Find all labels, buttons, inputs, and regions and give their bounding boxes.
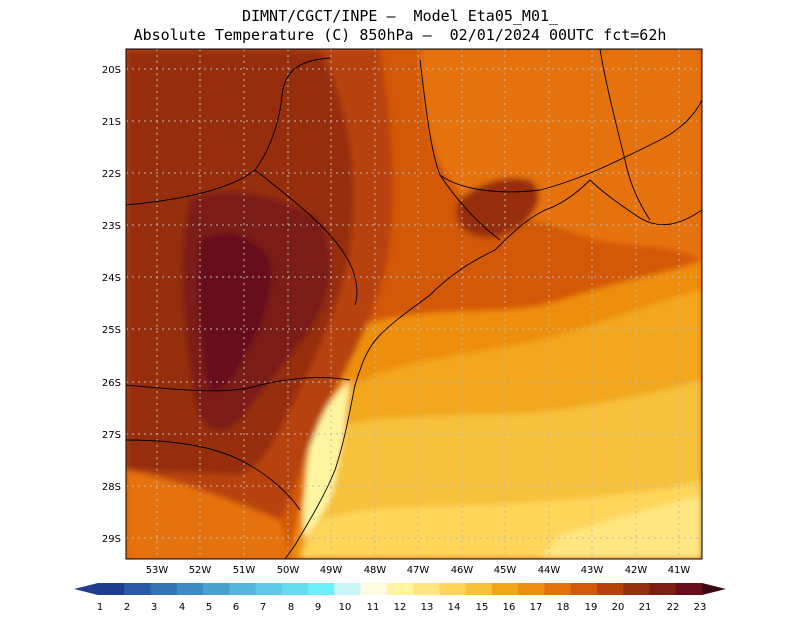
title-line-2: Absolute Temperature (C) 850hPa – 02/01/…: [133, 26, 667, 44]
lat-label-23s: 23S: [102, 221, 121, 232]
colorbar-label-11: 11: [367, 602, 380, 613]
colorbar-swatches: [98, 583, 703, 595]
colorbar-swatch: [281, 583, 309, 595]
lon-label-44w: 44W: [538, 565, 561, 576]
colorbar-label-12: 12: [394, 602, 407, 613]
colorbar-swatch: [360, 583, 388, 595]
lat-label-22s: 22S: [102, 169, 121, 180]
colorbar-label-20: 20: [612, 602, 625, 613]
lat-label-25s: 25S: [102, 325, 121, 336]
lat-label-21s: 21S: [102, 117, 121, 128]
border-pr-sc: [126, 377, 351, 392]
colorbar-swatch: [255, 583, 283, 595]
temperature-field: [126, 49, 702, 559]
field-band-23: [198, 233, 271, 391]
colorbar-labels: 1 2 3 4 5 6 7 8 9 10 11 12 13 14 15 16 1…: [97, 602, 707, 613]
colorbar-swatch: [649, 583, 677, 595]
lon-label-42w: 42W: [625, 565, 648, 576]
colorbar-label-9: 9: [315, 602, 321, 613]
map-frame: [125, 48, 703, 560]
lat-label-27s: 27S: [102, 430, 121, 441]
colorbar-swatch: [334, 583, 362, 595]
colorbar-label-23: 23: [694, 602, 707, 613]
colorbar-swatch: [491, 583, 519, 595]
field-band-12: [303, 380, 350, 540]
border-river: [254, 169, 358, 306]
colorbar-swatch: [203, 583, 230, 595]
lat-label-24s: 24S: [102, 273, 121, 284]
colorbar-swatch: [386, 583, 414, 595]
lat-label-28s: 28S: [102, 482, 121, 493]
field-band-13: [540, 495, 702, 559]
colorbar-swatch: [623, 583, 650, 595]
coastlines-and-borders: [126, 49, 702, 559]
colorbar-label-13: 13: [421, 602, 434, 613]
longitude-labels: 53W 52W 51W 50W 49W 48W 47W 46W 45W 44W …: [146, 565, 691, 576]
colorbar-swatch: [596, 583, 624, 595]
lon-label-47w: 47W: [407, 565, 430, 576]
lon-label-51w: 51W: [233, 565, 256, 576]
colorbar-label-8: 8: [288, 602, 294, 613]
colorbar-label-6: 6: [233, 602, 239, 613]
colorbar-label-5: 5: [206, 602, 212, 613]
colorbar-swatch: [465, 583, 493, 595]
lon-label-50w: 50W: [277, 565, 300, 576]
colorbar-label-19: 19: [585, 602, 598, 613]
colorbar-swatch: [413, 583, 440, 595]
lon-label-46w: 46W: [451, 565, 474, 576]
colorbar: 1 2 3 4 5 6 7 8 9 10 11 12 13 14 15 16 1…: [74, 583, 726, 613]
lon-label-53w: 53W: [146, 565, 169, 576]
colorbar-swatch: [439, 583, 467, 595]
colorbar-label-4: 4: [179, 602, 185, 613]
colorbar-swatch: [124, 583, 152, 595]
colorbar-swatch: [544, 583, 572, 595]
colorbar-swatch: [518, 583, 545, 595]
colorbar-swatch: [98, 583, 125, 595]
lat-label-20s: 20S: [102, 65, 121, 76]
colorbar-under-arrow: [74, 583, 98, 595]
colorbar-label-15: 15: [476, 602, 489, 613]
title-line-1: DIMNT/CGCT/INPE – Model Eta05_M01_: [241, 7, 559, 25]
border-sp-rj: [439, 174, 501, 241]
colorbar-label-16: 16: [503, 602, 516, 613]
border-mg-es: [599, 49, 651, 221]
colorbar-label-10: 10: [339, 602, 352, 613]
colorbar-swatch: [675, 583, 703, 595]
colorbar-swatch: [229, 583, 257, 595]
colorbar-label-2: 2: [124, 602, 130, 613]
colorbar-swatch: [150, 583, 178, 595]
colorbar-label-1: 1: [97, 602, 103, 613]
colorbar-label-14: 14: [448, 602, 461, 613]
lat-label-26s: 26S: [102, 378, 121, 389]
lon-label-49w: 49W: [320, 565, 343, 576]
colorbar-over-arrow: [702, 583, 726, 595]
lat-label-29s: 29S: [102, 534, 121, 545]
colorbar-label-21: 21: [639, 602, 652, 613]
latitude-labels: 20S 21S 22S 23S 24S 25S 26S 27S 28S 29S: [102, 65, 121, 545]
border-sc-rs: [126, 439, 301, 511]
border-ms-sp: [126, 57, 331, 206]
lon-label-45w: 45W: [494, 565, 517, 576]
lon-label-43w: 43W: [581, 565, 604, 576]
colorbar-label-17: 17: [530, 602, 543, 613]
lon-label-41w: 41W: [668, 565, 691, 576]
field-band-18-south: [126, 470, 290, 559]
field-hotspot-ne: [456, 178, 539, 237]
colorbar-label-22: 22: [667, 602, 680, 613]
coastline: [284, 179, 702, 559]
colorbar-label-18: 18: [557, 602, 570, 613]
colorbar-label-7: 7: [260, 602, 266, 613]
colorbar-label-3: 3: [151, 602, 157, 613]
graticule: [126, 49, 702, 559]
colorbar-swatch: [570, 583, 598, 595]
lon-label-48w: 48W: [364, 565, 387, 576]
border-mg: [419, 59, 702, 193]
colorbar-swatch: [308, 583, 335, 595]
lon-label-52w: 52W: [189, 565, 212, 576]
colorbar-swatch: [176, 583, 204, 595]
